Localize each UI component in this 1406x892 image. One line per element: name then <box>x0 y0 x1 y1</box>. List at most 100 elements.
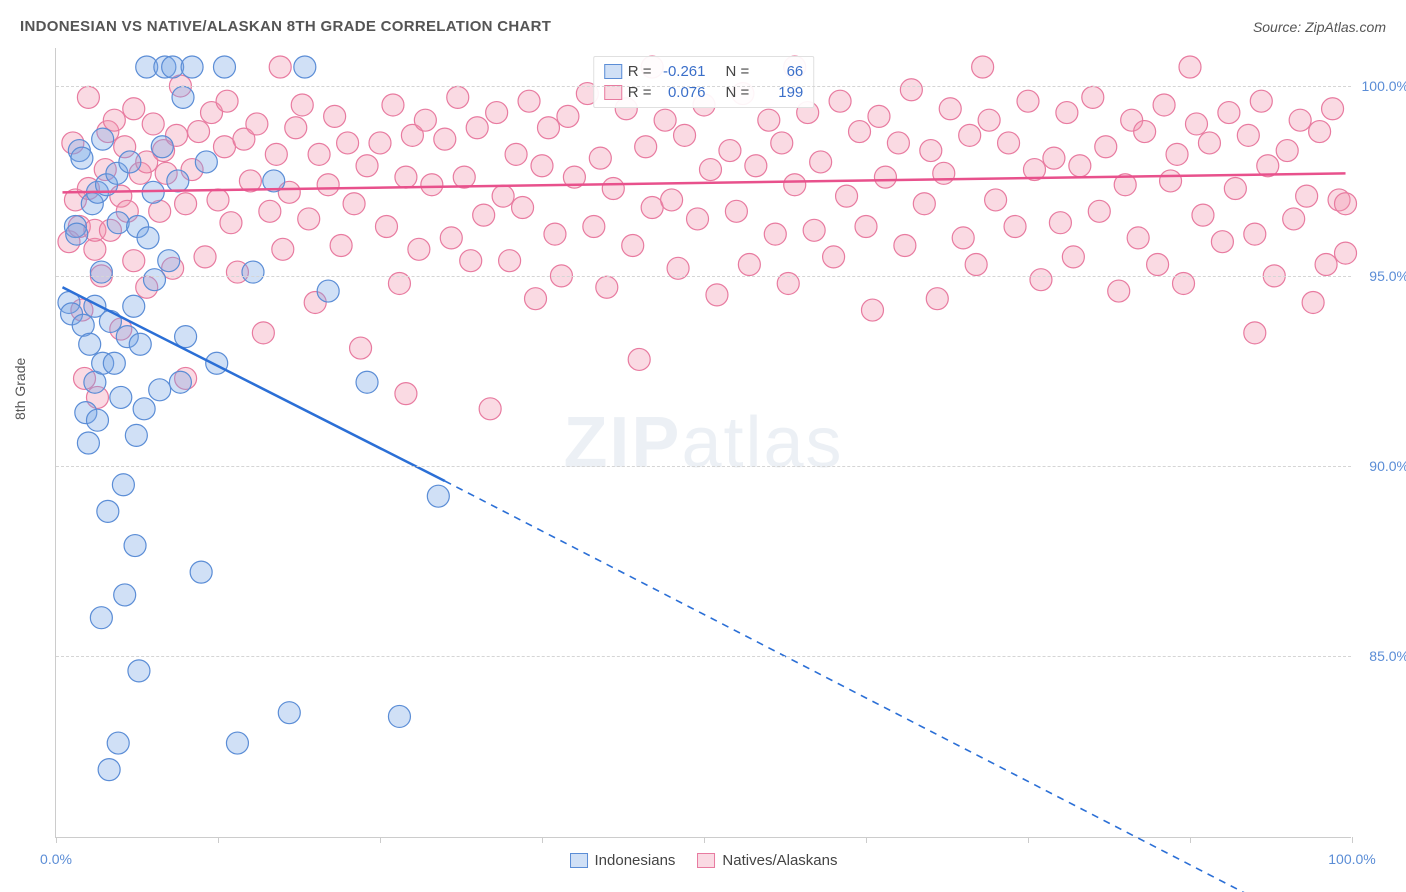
scatter-point-pink <box>758 109 780 131</box>
scatter-point-blue <box>107 732 129 754</box>
scatter-point-pink <box>479 398 501 420</box>
scatter-point-pink <box>1296 185 1318 207</box>
scatter-point-pink <box>764 223 786 245</box>
scatter-point-blue <box>195 151 217 173</box>
scatter-point-pink <box>356 155 378 177</box>
scatter-point-pink <box>298 208 320 230</box>
scatter-point-pink <box>317 174 339 196</box>
scatter-point-pink <box>486 102 508 124</box>
scatter-point-blue <box>129 333 151 355</box>
x-tick <box>542 837 543 843</box>
scatter-point-pink <box>194 246 216 268</box>
scatter-point-pink <box>324 105 346 127</box>
scatter-point-pink <box>188 121 210 143</box>
legend-swatch-blue <box>604 64 622 79</box>
scatter-point-pink <box>661 189 683 211</box>
scatter-point-pink <box>1335 193 1357 215</box>
legend-item-blue: Indonesians <box>570 852 676 869</box>
scatter-point-blue <box>97 500 119 522</box>
scatter-point-blue <box>124 535 146 557</box>
scatter-point-pink <box>1244 223 1266 245</box>
scatter-point-pink <box>473 204 495 226</box>
scatter-point-pink <box>829 90 851 112</box>
legend-swatch-pink <box>697 853 715 868</box>
scatter-point-pink <box>246 113 268 135</box>
scatter-point-pink <box>1244 322 1266 344</box>
y-tick-label: 95.0% <box>1359 268 1406 284</box>
scatter-point-pink <box>259 200 281 222</box>
scatter-point-blue <box>158 250 180 272</box>
scatter-point-pink <box>1237 124 1259 146</box>
scatter-point-blue <box>103 352 125 374</box>
scatter-point-pink <box>1302 291 1324 313</box>
scatter-point-pink <box>894 235 916 257</box>
scatter-point-pink <box>836 185 858 207</box>
scatter-point-pink <box>395 166 417 188</box>
scatter-point-blue <box>98 759 120 781</box>
scatter-point-pink <box>823 246 845 268</box>
scatter-point-blue <box>128 660 150 682</box>
scatter-point-pink <box>77 86 99 108</box>
scatter-point-pink <box>382 94 404 116</box>
x-tick <box>1352 837 1353 843</box>
scatter-point-pink <box>466 117 488 139</box>
scatter-point-pink <box>771 132 793 154</box>
scatter-point-pink <box>1049 212 1071 234</box>
scatter-point-pink <box>1134 121 1156 143</box>
scatter-point-pink <box>1056 102 1078 124</box>
scatter-point-blue <box>107 212 129 234</box>
scatter-point-blue <box>99 310 121 332</box>
scatter-point-blue <box>149 379 171 401</box>
scatter-point-pink <box>123 250 145 272</box>
scatter-point-pink <box>855 216 877 238</box>
scatter-point-pink <box>725 200 747 222</box>
scatter-point-pink <box>369 132 391 154</box>
scatter-point-pink <box>1192 204 1214 226</box>
scatter-point-blue <box>356 371 378 393</box>
scatter-point-pink <box>285 117 307 139</box>
scatter-point-pink <box>849 121 871 143</box>
scatter-point-blue <box>294 56 316 78</box>
scatter-point-pink <box>525 288 547 310</box>
scatter-point-pink <box>952 227 974 249</box>
scatter-point-pink <box>142 113 164 135</box>
scatter-point-pink <box>512 197 534 219</box>
scatter-svg <box>56 48 1352 838</box>
x-tick <box>380 837 381 843</box>
scatter-point-pink <box>719 140 741 162</box>
scatter-point-pink <box>1185 113 1207 135</box>
scatter-point-pink <box>1062 246 1084 268</box>
scatter-point-pink <box>1322 98 1344 120</box>
scatter-point-pink <box>913 193 935 215</box>
scatter-point-blue <box>90 261 112 283</box>
scatter-point-pink <box>216 90 238 112</box>
x-tick <box>704 837 705 843</box>
scatter-point-pink <box>1153 94 1175 116</box>
scatter-point-pink <box>1276 140 1298 162</box>
scatter-point-pink <box>537 117 559 139</box>
scatter-point-blue <box>213 56 235 78</box>
scatter-point-blue <box>66 223 88 245</box>
scatter-point-pink <box>635 136 657 158</box>
scatter-point-pink <box>868 105 890 127</box>
scatter-point-pink <box>557 105 579 127</box>
scatter-point-pink <box>544 223 566 245</box>
scatter-point-pink <box>1082 86 1104 108</box>
scatter-point-pink <box>1004 216 1026 238</box>
scatter-point-pink <box>926 288 948 310</box>
legend-stats-row-blue: R = -0.261 N = 66 <box>604 61 804 82</box>
scatter-point-blue <box>172 86 194 108</box>
source-label: Source: ZipAtlas.com <box>1253 19 1386 35</box>
scatter-point-pink <box>622 235 644 257</box>
scatter-point-pink <box>583 216 605 238</box>
scatter-point-pink <box>589 147 611 169</box>
n-label: N = <box>726 63 750 80</box>
scatter-point-blue <box>114 584 136 606</box>
legend-stats-box: R = -0.261 N = 66 R = 0.076 N = 199 <box>593 56 815 108</box>
y-axis-label: 8th Grade <box>12 358 28 420</box>
scatter-point-blue <box>162 56 184 78</box>
scatter-point-pink <box>965 253 987 275</box>
scatter-point-pink <box>1289 109 1311 131</box>
scatter-point-blue <box>137 227 159 249</box>
scatter-point-pink <box>803 219 825 241</box>
